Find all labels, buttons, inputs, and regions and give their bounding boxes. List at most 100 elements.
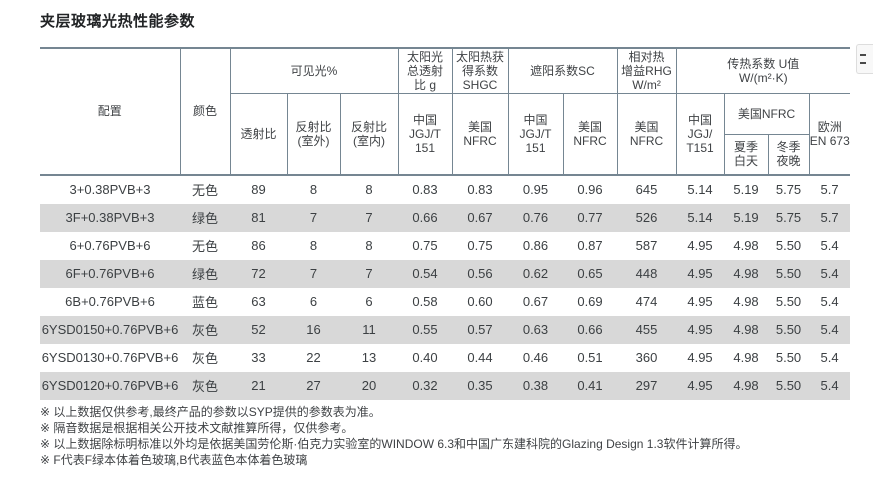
table-cell: 0.75: [467, 238, 493, 253]
table-cell: 0.55: [412, 322, 438, 337]
table-cell: 0.54: [412, 266, 438, 281]
col-header-sc-us-nfrc: 美国 NFRC: [562, 93, 618, 176]
col-header-sc-china-jgj: 中国 JGJ/T 151: [507, 93, 564, 176]
table-cell: 0.96: [577, 182, 603, 197]
table-cell: 5.19: [733, 182, 759, 197]
table-cell: 7: [309, 210, 318, 225]
table-cell: 297: [635, 378, 658, 393]
table-cell: 4.98: [733, 294, 759, 309]
table-cell: 8: [365, 238, 373, 253]
table-cell: 0.32: [412, 378, 438, 393]
table-cell: 474: [635, 294, 658, 309]
config-cell: 6YSD0130+0.76PVB+6: [41, 350, 179, 365]
col-group-shgc: 太阳热获 得系数 SHGC: [451, 47, 509, 94]
table-cell: 6: [365, 294, 373, 309]
table-cell: 0.56: [467, 266, 493, 281]
table-cell: 4.95: [687, 294, 713, 309]
config-cell: 6F+0.76PVB+6: [65, 266, 155, 281]
col-header-u-china-jgj: 中国 JGJ/ T151: [675, 93, 725, 176]
table-cell: 7: [309, 266, 318, 281]
color-cell: 灰色: [191, 351, 218, 366]
col-header-transmittance: 透射比: [229, 93, 288, 176]
side-float-widget[interactable]: [856, 44, 873, 74]
table-cell: 0.35: [467, 378, 493, 393]
color-cell: 灰色: [191, 323, 218, 338]
table-cell: 5.4: [820, 294, 839, 309]
table-cell: 22: [306, 350, 321, 365]
col-header-winter-night: 冬季 夜晚: [767, 134, 810, 176]
footnote: ※ 隔音数据是根据相关公开技术文献推算所得，仅供参考。: [40, 421, 354, 435]
col-header-u-us-nfrc: 美国NFRC: [723, 93, 810, 135]
table-cell: 448: [635, 266, 658, 281]
table-cell: 645: [635, 182, 658, 197]
table-cell: 0.67: [467, 210, 493, 225]
table-cell: 11: [362, 322, 376, 337]
col-header-config: 配置: [40, 47, 181, 176]
color-cell: 无色: [191, 183, 218, 198]
table-cell: 0.46: [522, 350, 549, 365]
table-cell: 360: [635, 350, 658, 365]
table-cell: 5.19: [733, 210, 759, 225]
table-cell: 4.95: [687, 322, 713, 337]
table-row: 3F+0.38PVB+3 绿色 81 7 7 0.66 0.67 0.76 0.…: [40, 203, 851, 232]
table-cell: 4.98: [733, 378, 759, 393]
config-cell: 6YSD0150+0.76PVB+6: [41, 322, 179, 337]
footnote: ※ 以上数据除标明标准以外均是依据美国劳伦斯·伯克力实验室的WINDOW 6.3…: [40, 437, 748, 451]
table-cell: 5.4: [820, 350, 839, 365]
table-row: 6YSD0150+0.76PVB+6 灰色 52 16 11 0.55 0.57…: [40, 315, 851, 344]
table-row: 6F+0.76PVB+6 绿色 72 7 7 0.54 0.56 0.62 0.…: [40, 259, 851, 288]
header-row-groups: 配置 颜色 可见光% 太阳光 总透射 比 g 太阳热获 得系数 SHGC 遮阳系…: [40, 47, 851, 176]
header-row-standards: 透射比 反射比 (室外) 反射比 (室内) 中国 JGJ/T 151 美国 NF…: [40, 93, 851, 176]
table-cell: 86: [251, 238, 266, 253]
col-header-summer-day: 夏季 白天: [723, 134, 769, 176]
table-cell: 0.41: [577, 378, 603, 393]
table-cell: 5.4: [820, 378, 839, 393]
color-cell: 蓝色: [191, 295, 218, 310]
page-title: 夹层玻璃光热性能参数: [40, 13, 196, 30]
table-cell: 4.98: [733, 266, 759, 281]
table-cell: 8: [309, 182, 318, 197]
table-cell: 5.14: [687, 182, 713, 197]
config-cell: 6YSD0120+0.76PVB+6: [41, 378, 179, 393]
table-cell: 0.83: [467, 182, 493, 197]
table-cell: 0.40: [412, 350, 438, 365]
config-cell: 3F+0.38PVB+3: [65, 210, 155, 225]
table-cell: 5.75: [775, 182, 802, 197]
table-cell: 8: [309, 238, 318, 253]
footnotes: ※ 以上数据仅供参考,最终产品的参数以SYP提供的参数表为准。 ※ 隔音数据是根…: [40, 404, 860, 468]
col-header-color: 颜色: [179, 47, 231, 176]
table-cell: 13: [361, 350, 377, 365]
table-cell: 0.38: [522, 378, 549, 393]
config-cell: 3+0.38PVB+3: [69, 182, 151, 197]
table-cell: 0.75: [412, 238, 438, 253]
table-row: 6YSD0130+0.76PVB+6 灰色 33 22 13 0.40 0.44…: [40, 344, 850, 372]
table-cell: 4.98: [733, 322, 759, 337]
col-group-visible-light: 可见光%: [229, 47, 399, 94]
table-cell: 16: [306, 322, 321, 337]
table-cell: 81: [251, 210, 266, 225]
config-cell: 6+0.76PVB+6: [69, 238, 151, 253]
table-cell: 5.7: [820, 210, 839, 225]
table-cell: 0.69: [577, 294, 603, 309]
dash-icon: [860, 54, 866, 56]
table-cell: 0.66: [412, 210, 438, 225]
col-group-u-value: 传热系数 U值 W/(m²·K): [675, 47, 851, 94]
table-cell: 5.7: [820, 182, 839, 197]
table-cell: 89: [251, 182, 266, 197]
col-group-rhg: 相对热 增益RHG W/m²: [616, 47, 677, 94]
table-cell: 0.67: [522, 294, 549, 309]
col-group-shading-coefficient: 遮阳系数SC: [507, 47, 618, 94]
table-cell: 0.57: [467, 322, 493, 337]
table-cell: 72: [251, 266, 266, 281]
table-cell: 20: [361, 378, 377, 393]
table-cell: 5.4: [820, 238, 839, 253]
table-cell: 0.77: [577, 210, 603, 225]
col-header-reflectance-indoor: 反射比 (室内): [339, 93, 399, 176]
footnote: ※ 以上数据仅供参考,最终产品的参数以SYP提供的参数表为准。: [40, 405, 381, 419]
table-cell: 5.14: [687, 210, 713, 225]
table-cell: 0.44: [467, 350, 493, 365]
table-cell: 0.65: [577, 266, 603, 281]
table-cell: 4.95: [687, 350, 713, 365]
table-cell: 0.83: [412, 182, 438, 197]
table-cell: 63: [251, 294, 266, 309]
